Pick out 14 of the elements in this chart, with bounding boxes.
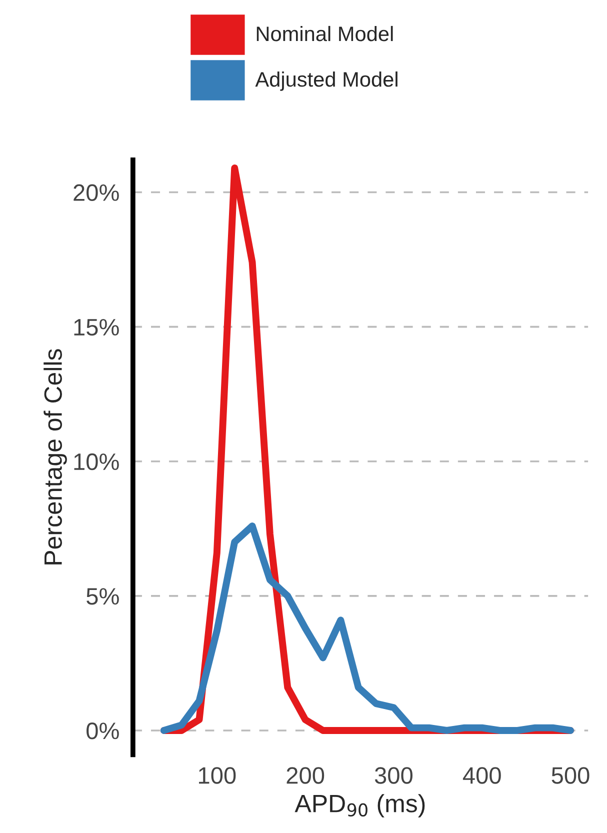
legend-label: Nominal Model (256, 26, 393, 42)
x-tick-label: 100 (199, 767, 236, 784)
y-tick-label: 5% (86, 588, 119, 605)
y-tick-label: 0% (86, 722, 119, 740)
y-tick-label: 20% (74, 184, 119, 202)
y-tick-label: 15% (74, 318, 119, 336)
legend-label: Adjusted Model (255, 71, 398, 91)
x-axis-title: APD$_{90}$ (ms) (294, 794, 425, 818)
y-axis-title: Percentage of Cells (44, 349, 67, 564)
x-tick-label: 400 (462, 767, 501, 784)
x-tick-label: 200 (286, 767, 324, 784)
x-tick-label: 300 (374, 767, 412, 784)
y-tick-label: 10% (74, 453, 119, 470)
x-tick-label: 500 (552, 767, 590, 784)
